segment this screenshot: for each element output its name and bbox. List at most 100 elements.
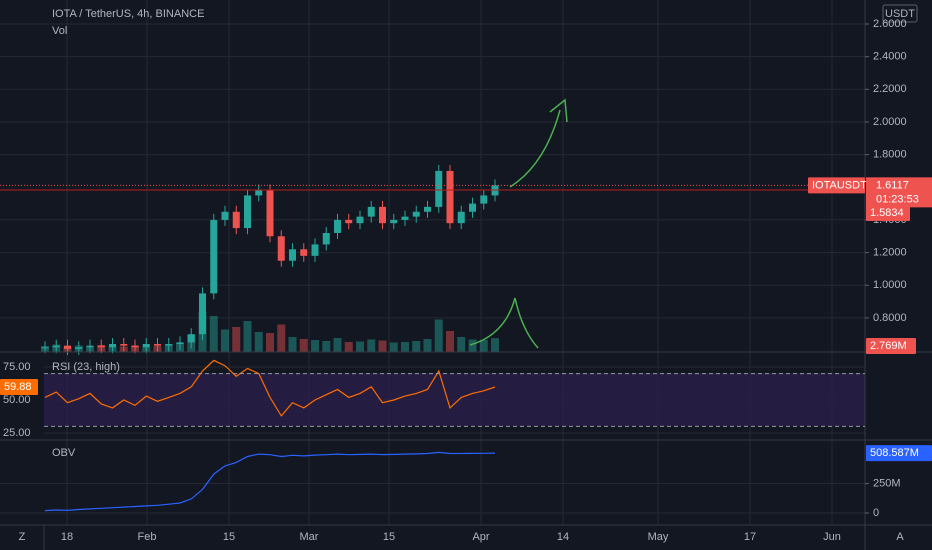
tick-label: 1.2000	[873, 246, 907, 258]
candle	[457, 211, 465, 224]
candle	[469, 203, 476, 212]
volume-bar	[401, 342, 409, 352]
line-price: 1.5834	[870, 207, 904, 219]
last-volume-bg	[866, 338, 916, 354]
volume-bar	[243, 321, 252, 352]
volume-bar	[468, 339, 477, 352]
candle	[75, 347, 83, 349]
tick-label: 2.0000	[873, 116, 907, 128]
line-price-bg	[866, 205, 910, 221]
volume-bar	[209, 316, 218, 352]
rsi-band	[44, 373, 865, 426]
candle	[266, 190, 274, 237]
volume-bar	[356, 341, 364, 352]
drawn-arrow-head	[549, 98, 568, 123]
candle	[300, 249, 308, 256]
candle	[120, 344, 128, 346]
candle	[412, 211, 420, 217]
volume-bar	[344, 342, 353, 352]
volume-bar	[311, 340, 319, 352]
candle	[480, 195, 488, 204]
candle	[142, 344, 150, 348]
candle	[199, 293, 206, 335]
last-price-bg	[866, 177, 932, 208]
candle	[109, 344, 116, 348]
candle	[424, 206, 431, 212]
symbol-tag-bg	[808, 177, 865, 194]
candle	[367, 206, 375, 217]
currency[interactable]: USDT	[885, 8, 915, 20]
drawn-arrow	[509, 109, 561, 188]
timezone-button[interactable]: Z	[19, 531, 26, 543]
candle	[379, 206, 386, 224]
tick-label: 2.4000	[873, 51, 907, 63]
obv-title: OBV	[52, 447, 76, 459]
volume-bar	[434, 319, 443, 352]
candle	[221, 211, 229, 220]
time-label: 17	[744, 531, 756, 543]
rsi-tick-label: 75.00	[3, 361, 31, 373]
candle	[322, 232, 330, 245]
candle	[86, 345, 94, 348]
rsi-title: RSI (23, high)	[52, 361, 120, 373]
volume-label: Vol	[52, 25, 67, 37]
obv-last: 508.587M	[870, 447, 919, 459]
volume-bar	[277, 324, 286, 352]
candle	[52, 345, 60, 348]
volume-bar	[254, 332, 263, 352]
candle	[165, 344, 173, 346]
time-label: Jun	[823, 531, 841, 543]
symbol-tag: IOTAUSDT	[812, 179, 867, 191]
time-label: 14	[557, 531, 569, 543]
tick-label: 2.2000	[873, 83, 907, 95]
time-label: 18	[61, 531, 73, 543]
currency-button[interactable]	[882, 4, 918, 23]
candle	[131, 345, 139, 348]
candle	[435, 170, 443, 207]
rsi-last-bg	[0, 378, 38, 395]
time-label: Apr	[472, 531, 489, 543]
rsi-tick-label: 25.00	[3, 427, 31, 439]
volume-bar	[457, 337, 466, 352]
tick-label: 2.6000	[873, 18, 907, 30]
auto-scale-button[interactable]: A	[896, 531, 904, 543]
candle	[289, 249, 296, 261]
candle	[345, 219, 353, 224]
volume-bar	[367, 339, 376, 352]
volume-bar	[378, 340, 387, 352]
candle	[255, 190, 263, 196]
candle	[41, 347, 49, 349]
time-label: Mar	[300, 531, 319, 543]
time-label: 15	[383, 531, 395, 543]
rsi-line	[44, 359, 496, 417]
candle	[232, 211, 240, 229]
volume-bar	[232, 327, 241, 352]
volume-bar	[412, 341, 421, 352]
last-volume: 2.769M	[870, 340, 907, 352]
volume-bar	[479, 340, 488, 352]
candle	[244, 195, 251, 229]
countdown: 01:23:53	[876, 193, 919, 205]
candle	[64, 345, 71, 349]
chart-title: IOTA / TetherUS, 4h, BINANCE	[52, 8, 204, 20]
time-label: Feb	[138, 531, 157, 543]
obv-last-bg	[866, 445, 932, 462]
candle	[176, 342, 184, 344]
volume-bar	[446, 331, 454, 352]
candle	[154, 344, 161, 346]
tick-label: 0.8000	[873, 312, 907, 324]
tick-label: 1.8000	[873, 149, 907, 161]
volume-bar	[423, 339, 432, 352]
candle	[401, 216, 409, 220]
obv-line	[44, 451, 496, 512]
volume-bar	[299, 339, 308, 352]
candle	[446, 170, 454, 224]
volume-bar	[221, 329, 229, 352]
volume-bar	[266, 333, 274, 352]
candle	[390, 219, 398, 224]
drawn-curve	[469, 297, 539, 349]
candle	[311, 244, 319, 256]
